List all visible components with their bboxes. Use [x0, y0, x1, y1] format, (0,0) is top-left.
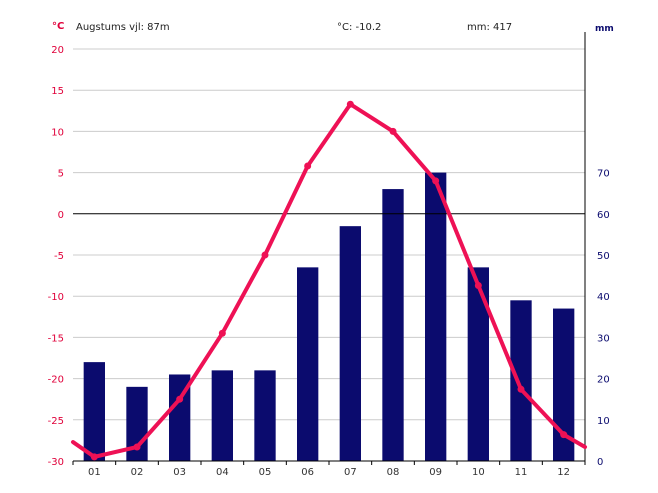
- x-tick-label: 02: [131, 467, 144, 478]
- y-right-tick-label: 50: [597, 251, 610, 262]
- y-left-tick-label: -10: [48, 292, 64, 303]
- precipitation-bar: [83, 362, 105, 461]
- y-right-tick-label: 20: [597, 375, 610, 386]
- y-right-tick-label: 30: [597, 333, 610, 344]
- axes: [72, 32, 586, 465]
- x-tick-label: 12: [557, 467, 570, 478]
- x-tick-label: 09: [429, 467, 442, 478]
- temperature-point: [261, 251, 269, 259]
- y-left-tick-label: 10: [51, 127, 64, 138]
- y-left-tick-label: -25: [48, 416, 64, 427]
- precipitation-bar: [297, 267, 319, 461]
- x-tick-label: 08: [387, 467, 400, 478]
- temperature-point: [176, 395, 184, 403]
- right-axis-unit: mm: [595, 24, 614, 34]
- temperature-point: [517, 385, 525, 393]
- y-left-tick-label: 0: [58, 210, 64, 221]
- gridlines: [73, 48, 585, 462]
- x-tick-label: 11: [515, 467, 528, 478]
- temperature-point: [432, 177, 440, 185]
- x-tick-label: 07: [344, 467, 357, 478]
- y-left-tick-label: -15: [48, 333, 64, 344]
- temperature-summary: °C: -10.2: [337, 22, 382, 33]
- y-right-tick-label: 10: [597, 416, 610, 427]
- precipitation-bar: [510, 300, 532, 461]
- y-left-tick-label: -30: [48, 457, 64, 468]
- y-left-tick-label: -20: [48, 375, 64, 386]
- y-left-tick-label: -5: [54, 251, 64, 262]
- precipitation-bar: [169, 374, 191, 461]
- precipitation-summary: mm: 417: [467, 22, 513, 33]
- precipitation-bar: [425, 172, 447, 461]
- x-tick-label: 04: [216, 467, 229, 478]
- temperature-point: [304, 162, 312, 170]
- x-tick-label: 10: [472, 467, 485, 478]
- temperature-point: [133, 443, 141, 451]
- temperature-polyline: [71, 102, 587, 459]
- precipitation-bar: [254, 370, 276, 461]
- precipitation-bar: [382, 189, 404, 461]
- temperature-point: [560, 431, 568, 439]
- x-tick-label: 05: [259, 467, 272, 478]
- temperature-point: [389, 127, 397, 135]
- precipitation-bar: [553, 308, 575, 461]
- y-right-tick-label: 70: [597, 169, 610, 180]
- y-left-tick-label: 15: [51, 86, 64, 97]
- x-tick-label: 03: [173, 467, 186, 478]
- y-left-tick-label: 20: [51, 45, 64, 56]
- x-tick-label: 01: [88, 467, 101, 478]
- temperature-point: [346, 100, 354, 108]
- temperature-point: [90, 453, 98, 461]
- temperature-point: [218, 329, 226, 337]
- y-right-tick-label: 40: [597, 292, 610, 303]
- temperature-point: [474, 281, 482, 289]
- y-right-tick-label: 60: [597, 210, 610, 221]
- precipitation-bar: [339, 226, 361, 461]
- precipitation-bar: [467, 267, 489, 461]
- altitude-label: Augstums vjl: 87m: [76, 22, 170, 33]
- y-right-tick-label: 0: [597, 457, 603, 468]
- left-axis-unit: °C: [52, 21, 65, 32]
- x-tick-label: 06: [301, 467, 314, 478]
- y-left-tick-label: 5: [58, 169, 64, 180]
- temperature-line: [71, 100, 587, 461]
- tick-labels: 20151050-5-10-15-20-25-30706050403020100…: [48, 45, 610, 478]
- precipitation-bars: [83, 172, 575, 461]
- precipitation-bar: [211, 370, 233, 461]
